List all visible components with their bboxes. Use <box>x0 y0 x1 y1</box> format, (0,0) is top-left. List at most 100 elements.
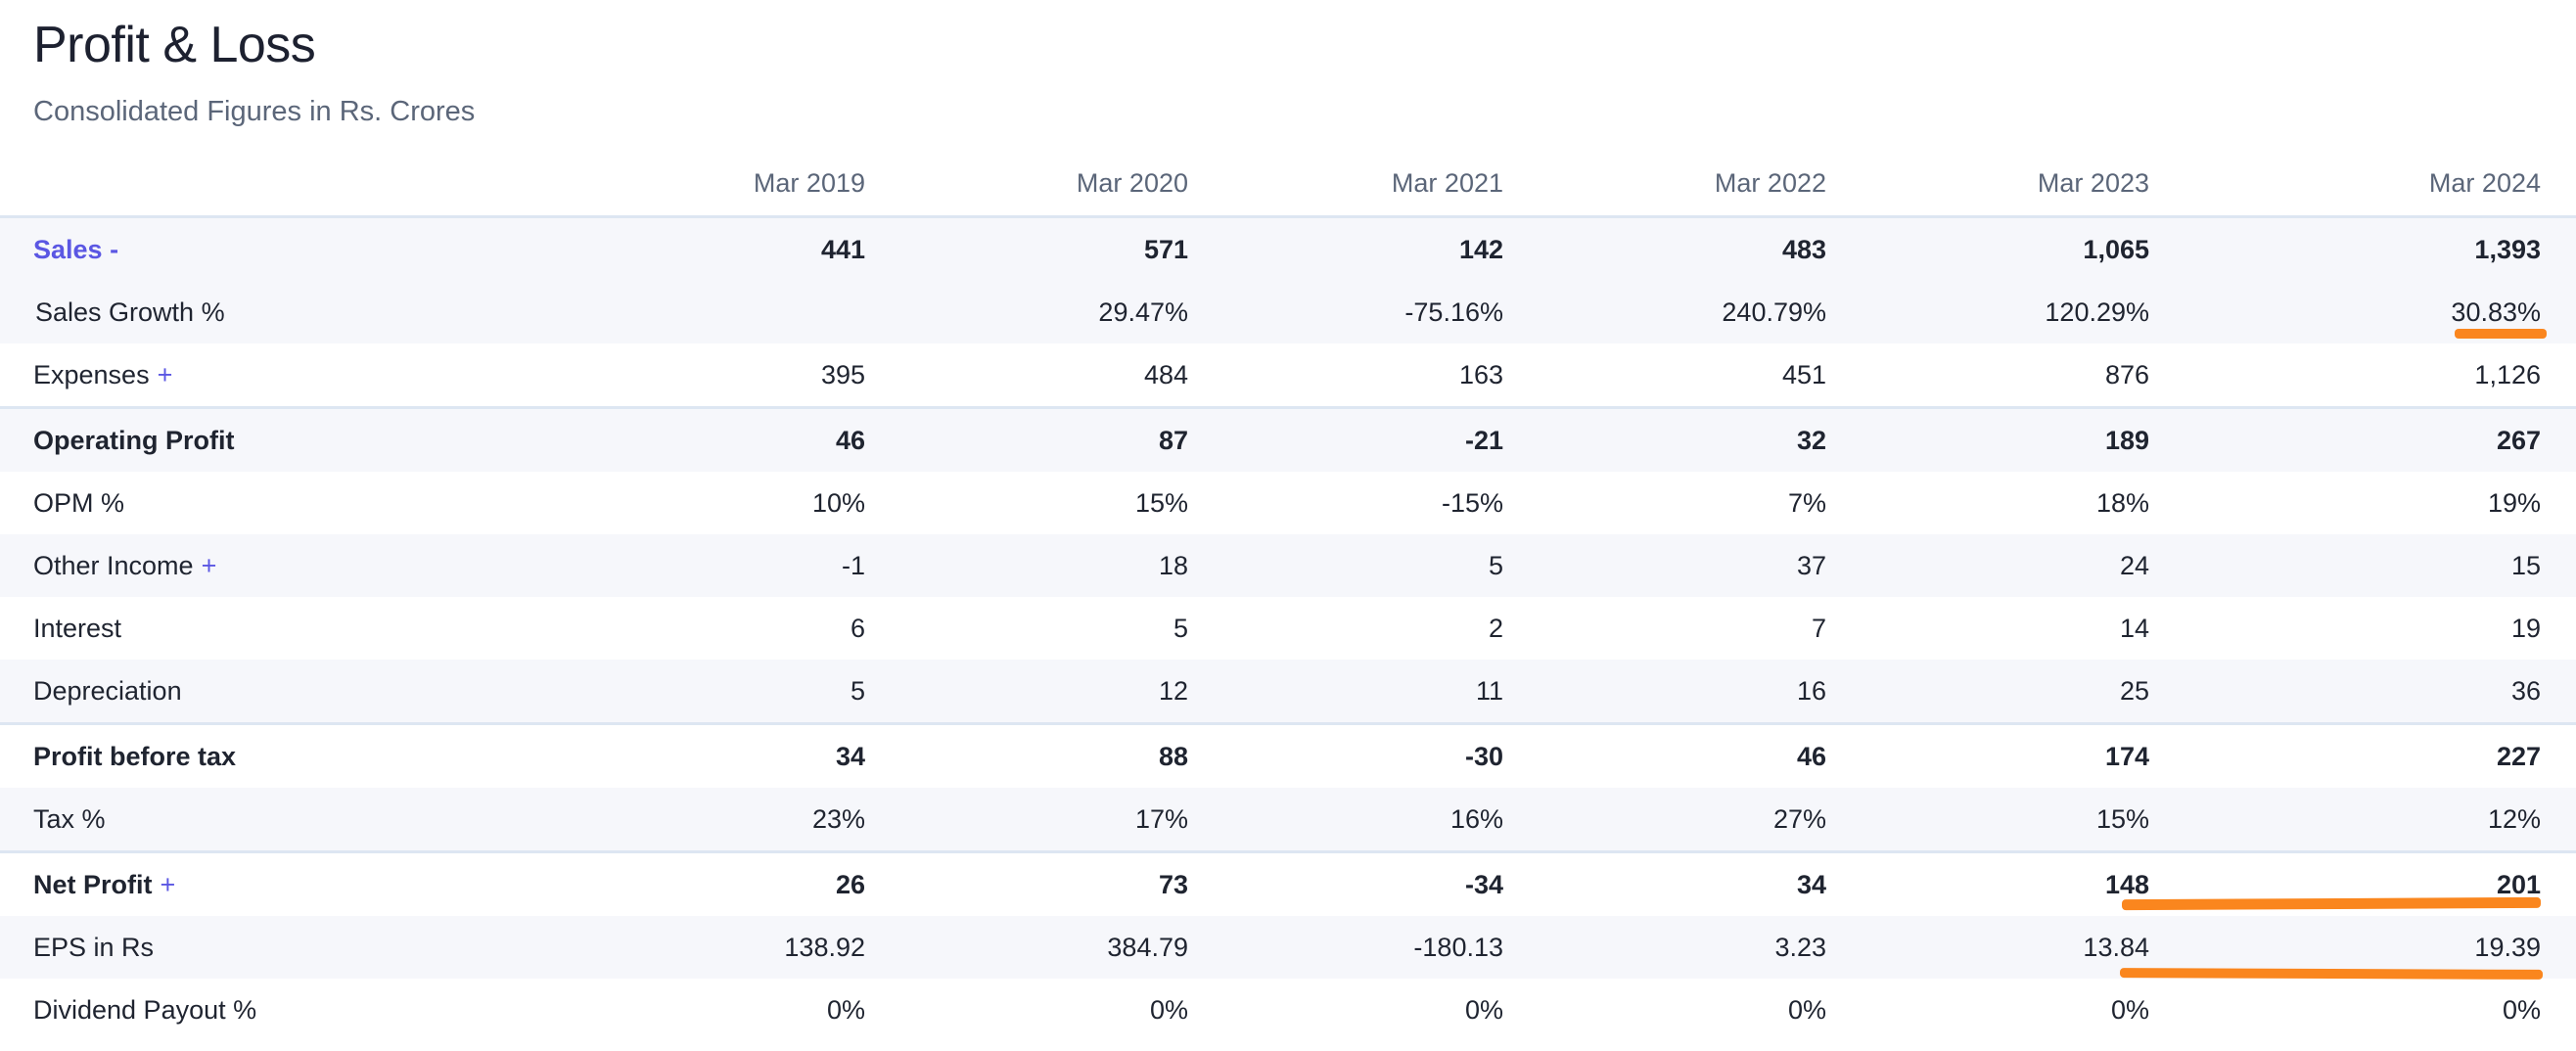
cell: 142 <box>1223 216 1539 281</box>
cell: 15% <box>1134 487 1188 518</box>
cell: 16 <box>1539 660 1862 724</box>
row-label-dividend-payout: Dividend Payout % <box>33 994 257 1025</box>
cell: 14 <box>2119 613 2149 643</box>
row-expenses: Expenses + 395 484 163 451 876 1,126 <box>0 343 2576 408</box>
row-label-operating-profit: Operating Profit <box>0 406 577 472</box>
cell: 19% <box>2487 487 2541 518</box>
column-header-mar-2024: Mar 2024 <box>2185 151 2576 218</box>
cell: 189 <box>1862 406 2185 472</box>
row-label-eps: EPS in Rs <box>0 916 577 979</box>
cell: 7 <box>1811 613 1826 643</box>
row-tax: Tax % 23% 17% 16% 27% 15% 12% <box>0 788 2576 852</box>
cell: 18% <box>2095 487 2149 518</box>
row-interest: Interest 6 5 2 7 14 19 <box>0 597 2576 660</box>
cell: 46 <box>577 406 900 472</box>
header-row: Mar 2019 Mar 2020 Mar 2021 Mar 2022 Mar … <box>0 151 2576 218</box>
header-label-cell <box>0 151 577 218</box>
cell: -15% <box>1441 487 1503 518</box>
column-header-mar-2019: Mar 2019 <box>577 151 900 218</box>
column-header-mar-2021: Mar 2021 <box>1223 151 1539 218</box>
highlight-underline-net-profit <box>2121 896 2542 911</box>
cell: 13.84 <box>1862 916 2185 979</box>
row-dividend-payout: Dividend Payout % 0% 0% 0% 0% 0% 0% <box>0 979 2576 1041</box>
cell: 0% <box>1149 994 1188 1025</box>
cell: 24 <box>1862 534 2185 597</box>
expand-toggle-icon[interactable]: + <box>157 359 173 389</box>
cell: 0% <box>2110 994 2149 1025</box>
cell: 87 <box>900 406 1223 472</box>
row-label-profit-before-tax: Profit before tax <box>0 722 577 788</box>
cell: -34 <box>1223 850 1539 916</box>
cell: 483 <box>1539 216 1862 281</box>
row-label-net-profit[interactable]: Net Profit + <box>0 850 577 916</box>
expand-toggle-icon[interactable]: + <box>201 550 217 580</box>
page-title: Profit & Loss <box>33 17 316 73</box>
cell: 441 <box>577 216 900 281</box>
cell: 34 <box>577 722 900 788</box>
cell: -21 <box>1223 406 1539 472</box>
sales-expand-button[interactable]: Sales - <box>33 234 119 264</box>
row-other-income: Other Income + -1 18 5 37 24 15 <box>0 534 2576 597</box>
cell: 120.29% <box>1862 281 2185 343</box>
cell: -180.13 <box>1223 916 1539 979</box>
cell: 12% <box>2185 788 2576 852</box>
cell: 12 <box>900 660 1223 724</box>
collapse-toggle-icon[interactable]: - <box>110 234 119 264</box>
row-profit-before-tax: Profit before tax 34 88 -30 46 174 227 <box>0 722 2576 788</box>
cell: 0% <box>1787 994 1826 1025</box>
column-header-mar-2020: Mar 2020 <box>900 151 1223 218</box>
row-sales: Sales - 441 571 142 483 1,065 1,393 <box>0 216 2576 281</box>
cell: 484 <box>1143 359 1188 389</box>
row-sales-growth: Sales Growth % 29.47% -75.16% 240.79% 12… <box>0 281 2576 343</box>
cell: 3.23 <box>1539 916 1862 979</box>
cell: 7% <box>1787 487 1826 518</box>
row-label-interest: Interest <box>33 613 122 643</box>
row-label-sales[interactable]: Sales - <box>0 216 577 281</box>
cell: 395 <box>820 359 865 389</box>
cell: 17% <box>900 788 1223 852</box>
row-label-tax: Tax % <box>0 788 577 852</box>
row-depreciation: Depreciation 5 12 11 16 25 36 <box>0 660 2576 724</box>
row-label-sales-growth: Sales Growth % <box>0 281 577 343</box>
cell: 5 <box>577 660 900 724</box>
cell: 6 <box>850 613 865 643</box>
cell: 15% <box>1862 788 2185 852</box>
cell: 23% <box>577 788 900 852</box>
cell: 10% <box>811 487 865 518</box>
cell: 571 <box>900 216 1223 281</box>
cell: 267 <box>2185 406 2576 472</box>
cell: 34 <box>1539 850 1862 916</box>
cell: 37 <box>1539 534 1862 597</box>
cell: 88 <box>900 722 1223 788</box>
row-opm: OPM % 10% 15% -15% 7% 18% 19% <box>0 472 2576 534</box>
cell: 240.79% <box>1539 281 1862 343</box>
expand-toggle-icon[interactable]: + <box>160 869 176 899</box>
page-subtitle: Consolidated Figures in Rs. Crores <box>33 96 476 127</box>
cell: 138.92 <box>577 916 900 979</box>
cell: 174 <box>1862 722 2185 788</box>
cell <box>577 281 900 343</box>
cell: 0% <box>1464 994 1503 1025</box>
cell: 29.47% <box>900 281 1223 343</box>
cell: 18 <box>900 534 1223 597</box>
cell: 32 <box>1539 406 1862 472</box>
cell: 163 <box>1458 359 1503 389</box>
cell: 11 <box>1223 660 1539 724</box>
row-label-opm: OPM % <box>33 487 125 518</box>
highlight-underline-eps <box>2119 968 2544 980</box>
column-header-mar-2023: Mar 2023 <box>1862 151 2185 218</box>
row-eps: EPS in Rs 138.92 384.79 -180.13 3.23 13.… <box>0 916 2576 979</box>
row-label-depreciation: Depreciation <box>0 660 577 724</box>
cell: 15 <box>2185 534 2576 597</box>
row-operating-profit: Operating Profit 46 87 -21 32 189 267 <box>0 406 2576 472</box>
cell: 16% <box>1223 788 1539 852</box>
cell: 0% <box>826 994 865 1025</box>
cell: -30 <box>1223 722 1539 788</box>
cell: 25 <box>1862 660 2185 724</box>
row-label-expenses[interactable]: Expenses + <box>33 359 173 389</box>
cell: 73 <box>900 850 1223 916</box>
row-label-other-income[interactable]: Other Income + <box>0 534 577 597</box>
cell: 1,065 <box>1862 216 2185 281</box>
cell: -75.16% <box>1223 281 1539 343</box>
cell: 227 <box>2185 722 2576 788</box>
